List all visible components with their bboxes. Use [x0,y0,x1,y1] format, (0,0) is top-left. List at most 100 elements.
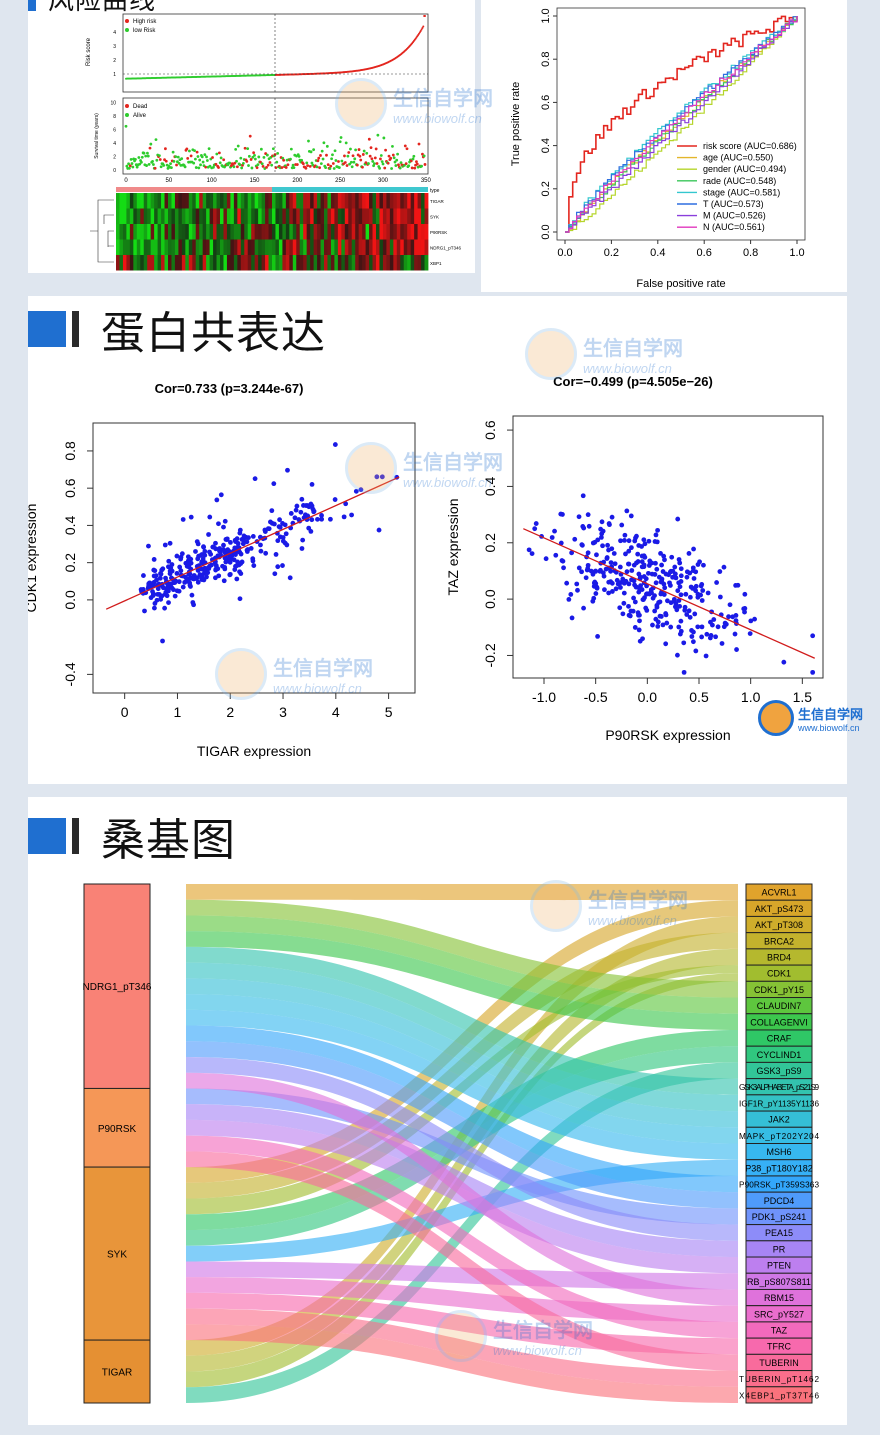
survival-xtick: 100 [207,178,218,184]
scatter-point [176,579,182,585]
heatmap-cell [174,255,179,271]
survival-point [253,153,256,157]
heatmap-cell [209,208,214,224]
scatter-point [560,558,566,564]
scatter-point [250,556,256,562]
heatmap-cell [181,239,186,255]
heatmap-cell [355,224,360,240]
scatter-point [635,551,641,557]
survival-point [392,156,396,160]
heatmap-cell [421,193,425,209]
survival-point [330,157,334,161]
scatter-xtick-label: 3 [279,704,287,720]
sankey-flow-link [186,884,738,901]
heatmap-cell [171,193,176,209]
roc-curve-line [565,16,798,233]
scatter-point [376,527,382,533]
scatter-point [156,591,162,597]
scatter-point [663,641,669,647]
heatmap-cell [230,224,235,240]
heatmap-cell [341,239,346,255]
survival-point [312,148,316,152]
heatmap-cell [351,224,356,240]
survival-point [204,165,208,169]
roc-xlabel: False positive rate [636,278,725,290]
heatmap-cell [299,224,304,240]
heatmap-cell [296,239,301,255]
scatter-point [625,561,631,567]
section-title-risk-curve: 风险曲线 [48,0,157,16]
heatmap-cell [407,193,412,209]
heatmap-cell [299,239,304,255]
scatter-point [653,560,658,566]
heatmap-cell [129,208,134,224]
scatter-point [592,539,598,545]
survival-point [252,151,256,155]
scatter-point [741,606,747,612]
heatmap-cell [292,208,297,224]
heatmap-cell [265,224,269,240]
survival-point [196,155,200,158]
scatter-point [617,564,623,570]
heatmap-cell [355,255,360,271]
heatmap-gene-label: NDRG1_pT346 [430,246,462,251]
scatter-point [626,581,632,587]
heatmap-cell [268,193,273,209]
scatter-point [160,566,166,572]
heatmap-cell [168,255,172,271]
scatter-point [659,578,665,584]
scatter-point [285,467,290,473]
scatter-point [612,561,618,567]
scatter-point [699,581,705,587]
sankey-right-node-label: ACVRL1 [761,888,796,898]
heatmap-cell [150,193,155,209]
scatter-point [684,574,690,580]
heatmap-cell [147,255,152,271]
survival-point [319,154,322,157]
survival-point [331,162,335,165]
survival-point [282,158,286,162]
heatmap-cell [181,255,186,271]
heatmap-cell [289,193,294,209]
heatmap-cell [226,224,231,240]
roc-xtick-label: 0.0 [557,247,572,259]
heatmap-cell [382,239,387,255]
scatter-point [533,521,539,526]
heatmap-cell [216,193,221,209]
survival-point [208,164,212,168]
heatmap-cell [126,224,131,240]
heatmap-cell [126,239,131,255]
scatter-point [576,565,582,571]
scatter-point [237,596,243,602]
heatmap-cell [223,193,228,209]
heatmap-cell [299,193,304,209]
survival-point [138,162,142,166]
roc-curve-line [565,15,798,233]
scatter-point [258,548,264,554]
scatter-point [695,562,701,567]
roc-legend-label: rade (AUC=0.548) [703,176,776,186]
scatter-point [208,551,214,557]
heatmap-cell [240,239,245,255]
heatmap-cell [174,193,179,209]
scatter-point [663,571,669,577]
scatter-point [639,559,645,565]
scatter-point [235,544,241,550]
heatmap-cell [202,239,207,255]
sankey-right-node-label: IGF1R_pY1135Y1136 [739,1099,819,1108]
section-marker-block [28,311,66,347]
sankey-right-node-label: BRCA2 [764,936,794,946]
roc-chart: 0.0 0.0 0.2 0.2 0.4 0.4 0.6 0.6 0.8 0.8 1.0 1.0 Fals… [510,7,806,290]
heatmap-cell [355,193,360,209]
survival-point [217,151,221,155]
heatmap-cell [306,208,311,224]
survival-point [233,161,237,165]
survival-point [128,166,131,170]
sankey-diagram: NDRG1_pT346 P90RSK SYK TIGAR ACVRL1 AKT_pS473… [83,883,819,1404]
heatmap-cell [157,239,162,255]
section-header-sankey: 桑基图 [28,812,236,866]
heatmap-cell [164,239,169,255]
scatter-point [263,550,269,556]
heatmap-cell [126,255,131,271]
heatmap-cell [285,224,290,240]
